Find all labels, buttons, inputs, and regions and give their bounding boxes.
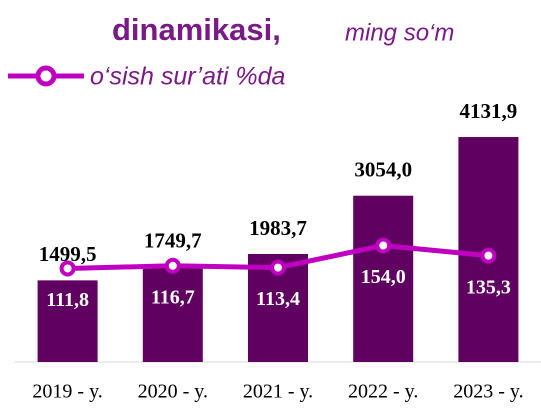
- chart-title: dinamikasi,: [112, 12, 281, 47]
- chart-subtitle: ming so‘m: [345, 19, 454, 46]
- line-marker: [375, 237, 392, 254]
- line-marker: [480, 247, 497, 264]
- bar-value-label: 4131,9: [460, 99, 518, 123]
- bar-value-label: 1983,7: [249, 216, 307, 240]
- legend-marker: [35, 65, 57, 87]
- line-value-label: 113,4: [256, 288, 300, 310]
- x-tick-label: 2021 - y.: [243, 381, 313, 403]
- bar: [353, 195, 414, 362]
- bar: [37, 280, 98, 362]
- x-tick-label: 2022 - y.: [348, 381, 418, 403]
- bar-value-label: 3054,0: [354, 158, 412, 182]
- line-value-label: 111,8: [46, 289, 89, 311]
- line-value-label: 116,7: [151, 286, 195, 308]
- line-marker: [59, 260, 76, 277]
- line-value-label: 154,0: [361, 266, 406, 288]
- x-tick-label: 2023 - y.: [453, 381, 523, 403]
- bar-value-label: 1749,7: [144, 229, 202, 253]
- bar: [142, 266, 203, 362]
- line-marker: [270, 259, 286, 276]
- x-tick-label: 2019 - y.: [32, 381, 102, 403]
- line-value-label: 135,3: [466, 276, 511, 298]
- x-tick-label: 2020 - y.: [138, 381, 208, 403]
- line-marker: [164, 257, 181, 274]
- legend: o‘sish sur’ati %da: [8, 63, 286, 91]
- legend-label: o‘sish sur’ati %da: [90, 63, 286, 91]
